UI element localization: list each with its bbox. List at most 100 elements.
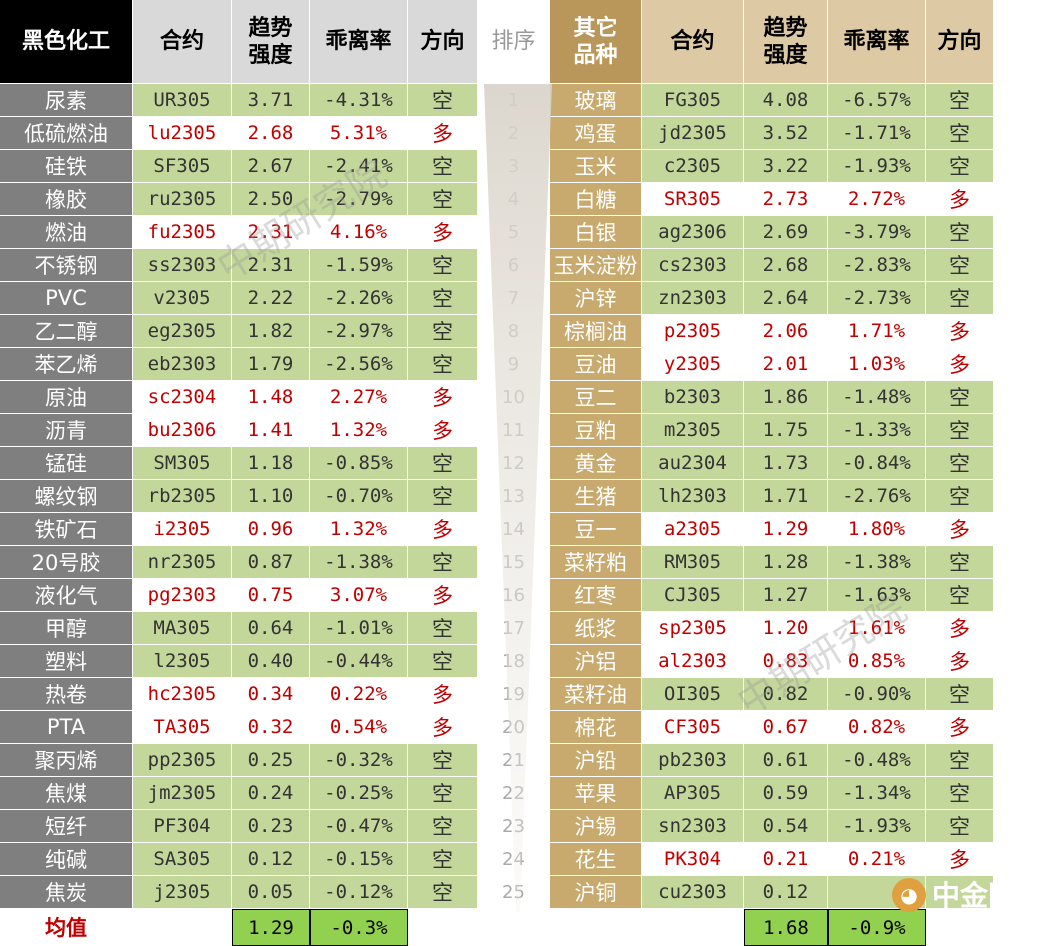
right-direction: 多 (926, 843, 994, 876)
right-deviation-rate: 1.61% (828, 612, 926, 645)
left-contract-code: lu2305 (133, 117, 232, 150)
rank-number: 3 (478, 150, 550, 183)
left-deviation-rate: 0.22% (310, 678, 408, 711)
right-contract-code: y2305 (642, 348, 744, 381)
rank-number: 16 (478, 579, 550, 612)
left-commodity-name: 聚丙烯 (0, 744, 133, 777)
right-contract-code: sn2303 (642, 810, 744, 843)
left-trend-strength: 0.05 (232, 876, 310, 909)
left-contract-code: SM305 (133, 447, 232, 480)
right-contract-code: OI305 (642, 678, 744, 711)
left-commodity-name: 焦煤 (0, 777, 133, 810)
right-trend-strength: 1.20 (744, 612, 828, 645)
right-trend-strength: 0.82 (744, 678, 828, 711)
left-direction: 多 (408, 513, 478, 546)
right-direction: 多 (926, 513, 994, 546)
left-trend-strength: 0.24 (232, 777, 310, 810)
left-commodity-name: 液化气 (0, 579, 133, 612)
left-deviation-rate: 1.32% (310, 513, 408, 546)
left-trend-strength: 0.40 (232, 645, 310, 678)
right-direction: 空 (926, 546, 994, 579)
right-commodity-name: 沪铜 (550, 876, 642, 909)
left-direction: 空 (408, 84, 478, 117)
left-direction: 空 (408, 810, 478, 843)
header-direction-right: 方向 (926, 0, 994, 84)
header-direction: 方向 (408, 0, 478, 84)
left-direction: 空 (408, 282, 478, 315)
right-commodity-name: 豆油 (550, 348, 642, 381)
right-contract-code: p2305 (642, 315, 744, 348)
right-trend-strength: 2.01 (744, 348, 828, 381)
left-deviation-rate: -4.31% (310, 84, 408, 117)
right-commodity-name: 鸡蛋 (550, 117, 642, 150)
left-direction: 空 (408, 348, 478, 381)
left-contract-code: v2305 (133, 282, 232, 315)
left-deviation-rate: -0.25% (310, 777, 408, 810)
right-direction: 多 (926, 183, 994, 216)
rank-number: 2 (478, 117, 550, 150)
left-deviation-rate: -0.47% (310, 810, 408, 843)
average-blank (478, 909, 550, 946)
right-direction: 多 (926, 645, 994, 678)
rank-number: 6 (478, 249, 550, 282)
left-deviation-rate: -1.01% (310, 612, 408, 645)
right-deviation-rate: 0.85% (828, 645, 926, 678)
right-direction: 空 (926, 579, 994, 612)
left-contract-code: i2305 (133, 513, 232, 546)
rank-number: 17 (478, 612, 550, 645)
right-commodity-name: 棉花 (550, 711, 642, 744)
right-direction: 空 (926, 216, 994, 249)
right-direction: 多 (926, 315, 994, 348)
left-contract-code: ru2305 (133, 183, 232, 216)
right-deviation-rate: -2.83% (828, 249, 926, 282)
average-label: 均值 (0, 909, 133, 946)
left-contract-code: SF305 (133, 150, 232, 183)
left-deviation-rate: -2.26% (310, 282, 408, 315)
right-commodity-name: 豆一 (550, 513, 642, 546)
right-trend-strength: 2.73 (744, 183, 828, 216)
right-deviation-rate: -1.71% (828, 117, 926, 150)
left-direction: 空 (408, 876, 478, 909)
left-commodity-name: 20号胶 (0, 546, 133, 579)
left-direction: 多 (408, 579, 478, 612)
left-direction: 多 (408, 381, 478, 414)
left-contract-code: l2305 (133, 645, 232, 678)
rank-number: 11 (478, 414, 550, 447)
right-deviation-rate: -0.90% (828, 678, 926, 711)
left-commodity-name: 乙二醇 (0, 315, 133, 348)
left-direction: 空 (408, 546, 478, 579)
left-direction: 多 (408, 678, 478, 711)
left-deviation-rate: 2.27% (310, 381, 408, 414)
left-trend-strength: 3.71 (232, 84, 310, 117)
left-commodity-name: PTA (0, 711, 133, 744)
left-deviation-rate: -1.38% (310, 546, 408, 579)
right-deviation-rate: 1.03% (828, 348, 926, 381)
left-contract-code: sc2304 (133, 381, 232, 414)
right-trend-strength: 0.59 (744, 777, 828, 810)
left-contract-code: nr2305 (133, 546, 232, 579)
left-trend-strength: 2.50 (232, 183, 310, 216)
left-deviation-rate: -2.79% (310, 183, 408, 216)
right-trend-strength: 4.08 (744, 84, 828, 117)
right-commodity-name: 花生 (550, 843, 642, 876)
right-deviation-rate: -2.76% (828, 480, 926, 513)
right-trend-strength: 1.28 (744, 546, 828, 579)
right-direction: 空 (926, 117, 994, 150)
left-deviation-rate: 3.07% (310, 579, 408, 612)
left-trend-strength: 1.10 (232, 480, 310, 513)
right-deviation-rate: 2.72% (828, 183, 926, 216)
right-contract-code: zn2303 (642, 282, 744, 315)
left-deviation-rate: -2.97% (310, 315, 408, 348)
left-average-trend: 1.29 (232, 909, 310, 946)
right-deviation-rate: -0.48% (828, 744, 926, 777)
right-commodity-name: 白糖 (550, 183, 642, 216)
right-trend-strength: 0.12 (744, 876, 828, 909)
right-contract-code: PK304 (642, 843, 744, 876)
left-trend-strength: 1.79 (232, 348, 310, 381)
right-deviation-rate: 0.21% (828, 843, 926, 876)
right-trend-strength: 3.22 (744, 150, 828, 183)
left-contract-code: pg2303 (133, 579, 232, 612)
left-trend-strength: 2.22 (232, 282, 310, 315)
right-deviation-rate: -1.48% (828, 381, 926, 414)
header-trend-strength: 趋势 强度 (232, 0, 310, 84)
